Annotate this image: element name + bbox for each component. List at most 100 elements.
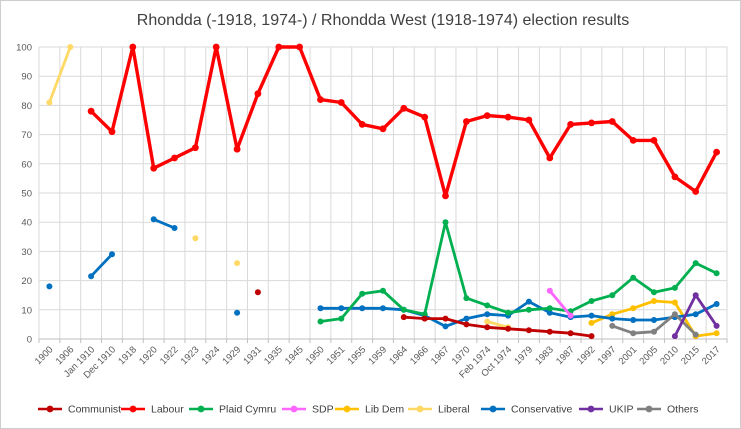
data-point-labour: [671, 173, 679, 181]
x-tick-label: 2015: [679, 344, 702, 367]
x-tick-label: 1966: [408, 344, 431, 367]
y-tick-label: 30: [21, 247, 32, 258]
legend-swatch-marker: [197, 405, 205, 413]
legend-label: Plaid Cymru: [219, 404, 276, 416]
data-point-plaid-cymru: [317, 318, 324, 325]
data-point-plaid-cymru: [546, 305, 553, 312]
data-point-labour: [713, 148, 720, 156]
legend-label: Communist: [68, 404, 121, 416]
data-point-labour: [463, 118, 470, 125]
data-point-conservative: [546, 309, 553, 316]
x-tick-label: 1935: [262, 344, 285, 367]
x-tick-label: 2017: [700, 344, 723, 367]
legend-label: SDP: [312, 404, 334, 416]
y-tick-label: 70: [21, 130, 32, 141]
data-point-labour: [296, 43, 303, 51]
y-tick-label: 100: [16, 43, 32, 54]
data-point-communist: [588, 333, 595, 340]
data-point-conservative: [109, 251, 115, 258]
data-point-communist: [567, 330, 574, 337]
data-point-labour: [108, 128, 116, 136]
x-tick-label: 1967: [429, 344, 452, 367]
legend-label: Labour: [151, 404, 184, 416]
x-tick-label: 2005: [637, 344, 660, 367]
data-point-plaid-cymru: [442, 219, 449, 226]
data-point-plaid-cymru: [505, 309, 512, 316]
series-line-communist: [402, 315, 593, 338]
series-ukip: [671, 292, 720, 340]
x-tick-label: 1979: [512, 344, 535, 367]
data-point-plaid-cymru: [671, 284, 678, 291]
data-point-lib-dem: [651, 298, 657, 304]
data-point-plaid-cymru: [588, 298, 595, 304]
data-point-communist: [400, 314, 407, 321]
data-point-labour: [421, 113, 429, 121]
y-tick-label: 60: [21, 159, 32, 170]
data-point-conservative: [609, 315, 616, 322]
x-tick-label: 2001: [617, 344, 640, 367]
x-tick-label: 1992: [575, 344, 598, 367]
data-point-conservative: [588, 312, 595, 319]
y-tick-label: 50: [21, 189, 32, 200]
y-tick-label: 10: [21, 305, 32, 316]
data-point-others: [651, 328, 657, 335]
legend-label: Conservative: [511, 404, 572, 416]
legend-label: Liberal: [438, 404, 470, 416]
data-point-others: [630, 330, 637, 337]
x-tick-label: 1997: [596, 344, 619, 367]
x-tick-label: 1955: [346, 344, 369, 367]
x-tick-label: 1929: [220, 344, 243, 367]
x-tick-label: 1951: [325, 344, 348, 367]
y-tick-label: 20: [21, 276, 32, 287]
data-point-conservative: [630, 317, 637, 323]
data-point-plaid-cymru: [651, 289, 657, 296]
data-point-labour: [608, 118, 616, 125]
data-point-plaid-cymru: [525, 306, 532, 313]
data-point-communist: [463, 321, 470, 328]
series-conservative: [46, 216, 720, 330]
series-plaid-cymru: [317, 219, 720, 325]
legend-item-labour: Labour: [121, 404, 184, 416]
data-point-labour: [650, 137, 658, 144]
x-tick-label: 1931: [241, 344, 264, 367]
legend-item-lib-dem: Lib Dem: [335, 404, 404, 416]
legend-label: Others: [667, 404, 699, 416]
data-point-labour: [171, 154, 178, 162]
data-point-others: [609, 322, 616, 329]
data-point-lib-dem: [630, 305, 637, 312]
data-point-conservative: [713, 301, 720, 307]
x-tick-label: 1950: [304, 344, 327, 367]
data-point-conservative: [692, 311, 699, 318]
legend-swatch-marker: [343, 405, 351, 413]
data-point-plaid-cymru: [421, 311, 428, 318]
legend-swatch-marker: [129, 405, 137, 413]
data-point-sdp: [567, 312, 574, 319]
data-point-conservative: [317, 305, 324, 312]
data-point-labour: [358, 121, 366, 128]
legend-item-sdp: SDP: [282, 404, 334, 416]
data-point-ukip: [692, 292, 699, 299]
data-point-plaid-cymru: [713, 270, 720, 277]
legend-swatch-marker: [46, 405, 54, 413]
x-tick-label: 1918: [116, 344, 139, 367]
legend-swatch-marker: [416, 405, 424, 413]
data-point-communist: [421, 315, 428, 322]
data-point-plaid-cymru: [484, 302, 491, 309]
legend-item-others: Others: [637, 404, 699, 416]
data-point-plaid-cymru: [692, 260, 699, 267]
data-point-labour: [87, 107, 95, 115]
x-tick-label: 1924: [200, 344, 223, 367]
legend-item-liberal: Liberal: [408, 404, 470, 416]
legend-item-conservative: Conservative: [481, 404, 572, 416]
data-point-plaid-cymru: [463, 295, 470, 302]
data-point-labour: [275, 43, 283, 51]
legend-swatch-marker: [587, 405, 595, 413]
y-tick-label: 0: [27, 335, 32, 346]
data-point-plaid-cymru: [400, 306, 407, 313]
data-point-conservative: [651, 317, 657, 323]
data-point-conservative: [171, 225, 178, 231]
x-tick-label: 1900: [33, 344, 56, 367]
data-point-labour: [588, 119, 595, 127]
